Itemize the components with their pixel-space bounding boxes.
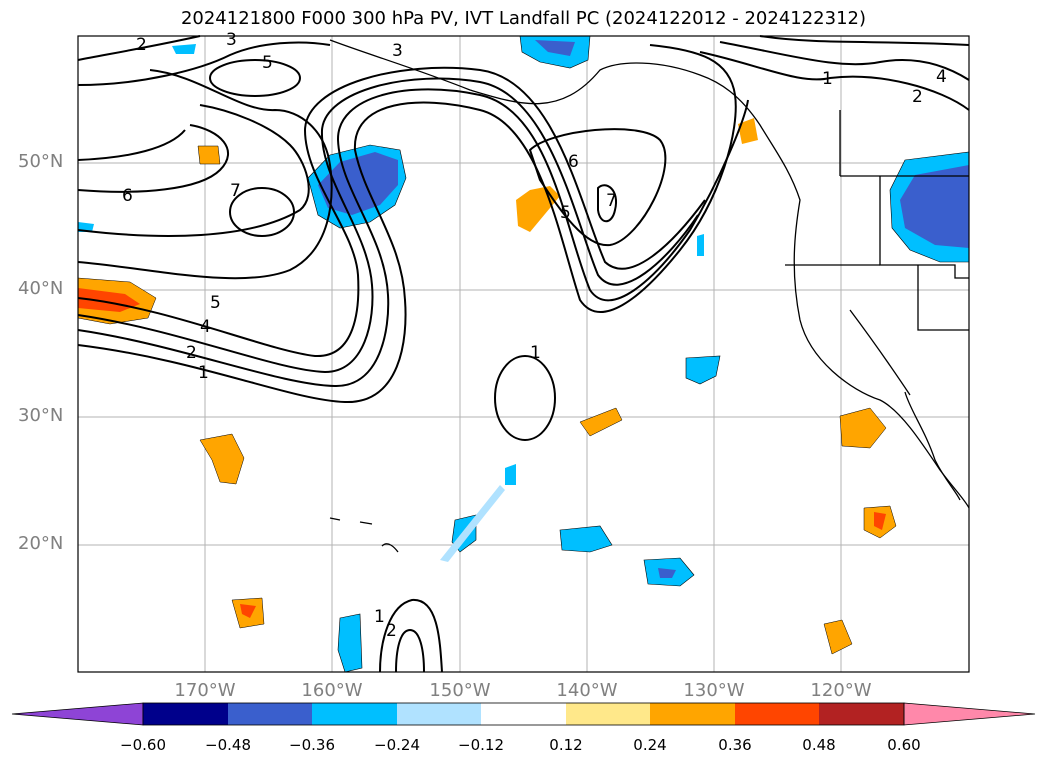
- lat-label-20n: 20°N: [18, 533, 64, 554]
- colorbar-tick-label: 0.36: [718, 736, 752, 754]
- contour-label: 3: [226, 30, 237, 50]
- blob-neg-42n-131w: [697, 234, 704, 256]
- contour-label: 5: [560, 203, 571, 223]
- lat-label-40n: 40°N: [18, 278, 64, 299]
- blob-pos-bc-coast: [738, 118, 758, 144]
- contour-label: 7: [230, 181, 241, 201]
- colorbar-segment: [481, 703, 566, 725]
- lat-label-50n: 50°N: [18, 151, 64, 172]
- contour-labels: 2 3 5 3 1 4 2 6 7 6 7 5 5 4 2 1 1 1 2: [122, 30, 947, 641]
- contour-label: 4: [200, 317, 211, 337]
- contour-label: 2: [136, 35, 147, 55]
- lon-label-140w: 140°W: [556, 680, 618, 701]
- lon-label-170w: 170°W: [174, 680, 236, 701]
- pv-contours: [77, 35, 970, 673]
- colorbar-segment: [397, 703, 481, 725]
- colorbar-segment: [143, 703, 228, 725]
- colorbar-tick-label: −0.12: [458, 736, 504, 754]
- colorbar-tick-label: −0.24: [374, 736, 420, 754]
- contour-label: 7: [606, 191, 617, 211]
- lat-label-30n: 30°N: [18, 405, 64, 426]
- contour-label: 1: [198, 363, 209, 383]
- contour-label: 2: [186, 343, 197, 363]
- blob-pos-12n-120w: [823, 619, 853, 655]
- colorbar-segment: [566, 703, 650, 725]
- coastlines: [329, 39, 970, 553]
- blob-neg-hawaii-b: [505, 464, 516, 485]
- contour-label: 5: [210, 293, 221, 313]
- lon-label-150w: 150°W: [429, 680, 491, 701]
- colorbar-extend-high: [903, 702, 1036, 726]
- colorbar-segment: [819, 703, 904, 725]
- contour-label: 1: [530, 343, 541, 363]
- colorbar-segment: [650, 703, 735, 725]
- colorbar-tick-label: 0.12: [549, 736, 583, 754]
- colorbar-segment: [735, 703, 819, 725]
- lon-label-160w: 160°W: [301, 680, 363, 701]
- contour-label: 6: [122, 186, 133, 206]
- lon-label-130w: 130°W: [683, 680, 745, 701]
- colorbar-tick-label: 0.48: [802, 736, 836, 754]
- colorbar-tick-label: 0.24: [633, 736, 667, 754]
- colorbar-segment: [228, 703, 312, 725]
- colorbar-extend-low: [11, 702, 144, 726]
- blob-neg-20n-140w: [559, 525, 613, 553]
- colorbar-tick-label: 0.60: [887, 736, 921, 754]
- contour-label: 1: [822, 69, 833, 89]
- blob-pos-28n-168w: [199, 433, 245, 485]
- colorbar: [11, 702, 1036, 726]
- colorbar-tick-label: −0.36: [289, 736, 335, 754]
- contour-label: 1: [374, 607, 385, 627]
- positive-anomaly-regions: [77, 118, 897, 655]
- map-background: [78, 36, 969, 672]
- blob-pos-29n-140w: [579, 407, 623, 437]
- blob-pos-29n-118w: [839, 407, 887, 449]
- contour-label: 3: [392, 41, 403, 61]
- colorbar-tick-label: −0.48: [205, 736, 251, 754]
- colorbar-segment: [312, 703, 397, 725]
- contour-label: 4: [936, 67, 947, 87]
- lon-label-120w: 120°W: [810, 680, 872, 701]
- negative-anomaly-regions: [78, 35, 970, 673]
- blob-pos-50n-168w: [197, 145, 221, 165]
- blob-neg-south-158w: [337, 613, 363, 673]
- colorbar-tick-label: −0.60: [120, 736, 166, 754]
- map-frame: [77, 35, 970, 673]
- blob-neg-small-nw: [172, 44, 196, 54]
- contour-label: 6: [568, 152, 579, 172]
- blob-neg-30n-135w: [685, 355, 721, 385]
- blob-neg-hawaii-trail: [440, 485, 505, 562]
- contour-label: 5: [262, 53, 273, 73]
- contour-label: 2: [912, 87, 923, 107]
- contour-label: 2: [386, 621, 397, 641]
- plot-title: 2024121800 F000 300 hPa PV, IVT Landfall…: [180, 8, 867, 29]
